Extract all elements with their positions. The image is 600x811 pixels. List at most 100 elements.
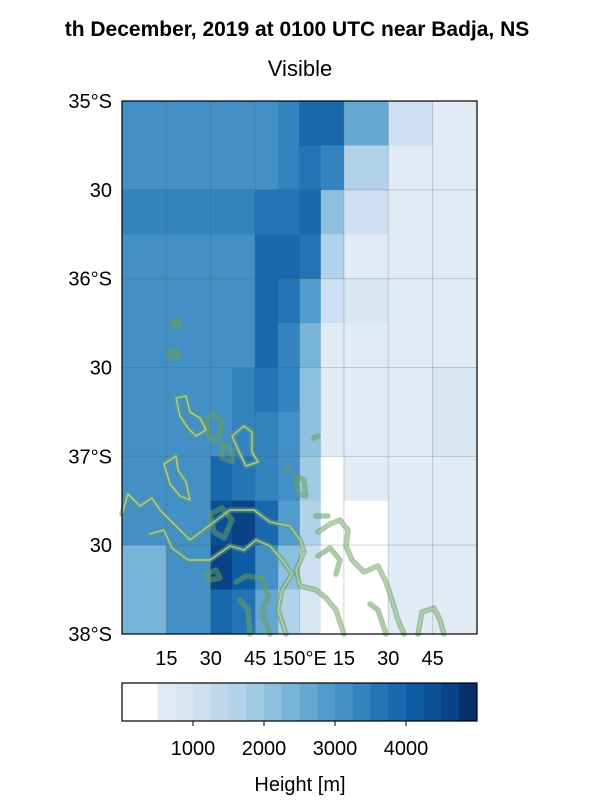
field-cell <box>278 456 300 502</box>
lat-tick-label: 30 <box>90 180 112 202</box>
field-cell <box>388 456 434 502</box>
lat-tick-label: 30 <box>90 535 112 557</box>
field-cell <box>166 145 212 191</box>
field-cell <box>278 278 300 324</box>
coastline-outline-20 <box>311 433 321 441</box>
colorbar-swatch <box>335 683 354 721</box>
colorbar-label: Height [m] <box>254 774 345 796</box>
field-cell <box>278 411 300 457</box>
field-cell <box>320 367 345 413</box>
field-cell <box>232 367 256 413</box>
lon-tick-label: 15 <box>333 648 355 670</box>
coastline-outline-7 <box>203 411 225 443</box>
colorbar-swatch <box>388 683 407 721</box>
field-cell <box>122 323 167 368</box>
field-cell <box>320 234 345 280</box>
field-cell <box>388 500 434 546</box>
colorbar-tick-label: 3000 <box>313 738 358 760</box>
field-cell <box>278 101 300 146</box>
field-cell <box>320 189 345 235</box>
field-cell <box>255 189 279 235</box>
field-cell <box>166 589 212 635</box>
field-cell <box>343 234 389 280</box>
field-cell <box>432 411 478 457</box>
field-cell <box>122 545 167 591</box>
colorbar-ticks: 1000 2000 3000 4000 <box>171 721 429 760</box>
field-cell <box>122 145 167 191</box>
field-cell <box>255 456 279 502</box>
field-cell <box>432 545 478 591</box>
field-cell <box>432 234 478 280</box>
colorbar-tick-label: 4000 <box>384 738 429 760</box>
field-cell <box>299 589 322 635</box>
field-cell <box>320 323 345 368</box>
colorbar-swatch <box>370 683 389 721</box>
field-cell <box>122 189 167 235</box>
field-cell <box>166 189 212 235</box>
field-cell <box>232 101 256 146</box>
field-cell <box>432 589 478 635</box>
field-cell <box>299 500 322 546</box>
colorbar-swatch <box>157 683 176 721</box>
field-cell <box>388 145 434 191</box>
field-cell <box>122 589 167 635</box>
field-cell <box>210 323 233 368</box>
colorbar: 1000 2000 3000 4000 Height [m] <box>121 682 478 796</box>
field-cell <box>255 278 279 324</box>
field-cell <box>343 278 389 324</box>
field-cell <box>210 278 233 324</box>
colorbar-swatch <box>264 683 283 721</box>
field-cell <box>210 189 233 235</box>
field-cell <box>388 367 434 413</box>
field-cell <box>166 278 212 324</box>
field-cell <box>255 145 279 191</box>
field-cell <box>432 323 478 368</box>
field-cell <box>432 145 478 191</box>
lon-tick-label: 45 <box>244 648 266 670</box>
lon-tick-label: 30 <box>200 648 222 670</box>
field-cell <box>166 323 212 368</box>
field-cell <box>388 411 434 457</box>
lat-tick-label: 35°S <box>68 91 112 113</box>
coastline-outline-9 <box>219 441 235 465</box>
field-cell <box>299 145 322 191</box>
field-cell <box>299 323 322 368</box>
field-cell <box>122 234 167 280</box>
field-cell <box>432 367 478 413</box>
field-cell <box>343 500 389 546</box>
field-cell <box>320 278 345 324</box>
field-cell <box>232 145 256 191</box>
colorbar-swatch <box>441 683 460 721</box>
field-cell <box>210 589 233 635</box>
field-cell <box>278 323 300 368</box>
coastline-outline-21 <box>283 465 293 473</box>
lon-tick-label: 150°E <box>272 648 327 670</box>
colorbar-swatch <box>246 683 265 721</box>
field-cell <box>210 367 233 413</box>
field-cell <box>388 323 434 368</box>
field-cell <box>166 234 212 280</box>
coastline-inner-6 <box>317 519 405 635</box>
field-cell <box>255 323 279 368</box>
field-cell <box>343 323 389 368</box>
colorbar-swatch <box>175 683 194 721</box>
lat-tick-label: 30 <box>90 358 112 380</box>
coastline-outline-14 <box>293 473 309 499</box>
field-cell <box>299 411 322 457</box>
colorbar-swatch <box>210 683 229 721</box>
field-cell <box>343 367 389 413</box>
longitude-ticks: 15 30 45 150°E 15 30 45 <box>155 648 444 670</box>
colorbar-swatch <box>459 683 478 721</box>
colorbar-swatch <box>193 683 212 721</box>
field-cell <box>320 101 345 146</box>
colorbar-swatches <box>122 683 478 721</box>
coastline-outline-12 <box>165 347 183 361</box>
figure-title: th December, 2019 at 0100 UTC near Badja… <box>65 18 530 41</box>
field-cell <box>122 367 167 413</box>
lon-tick-label: 30 <box>377 648 399 670</box>
coastline-inner-5 <box>231 425 259 467</box>
colorbar-swatch <box>423 683 442 721</box>
field-cell <box>166 101 212 146</box>
field-cell <box>232 323 256 368</box>
colorbar-tick-label: 1000 <box>171 738 216 760</box>
